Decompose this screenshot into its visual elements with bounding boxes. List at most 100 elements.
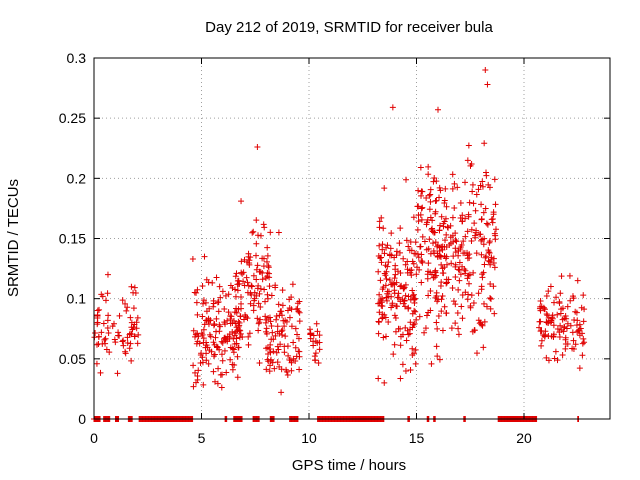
data-point [559,305,566,312]
data-point [432,269,439,276]
data-point [377,297,384,304]
x-tick-label: 10 [301,430,317,446]
data-point [480,209,487,216]
data-point [427,307,434,314]
data-point [462,233,469,240]
data-point [250,228,257,235]
data-point [441,218,448,225]
data-point [547,283,554,290]
data-point [432,294,439,301]
data-point [492,201,499,208]
data-point [580,318,587,325]
data-point [200,326,207,333]
data-point [277,308,284,315]
data-point [479,236,486,243]
data-point [452,274,459,281]
data-point [296,366,303,373]
data-point [432,197,439,204]
data-point [218,351,225,358]
data-point [446,241,453,248]
data-point [456,277,463,284]
data-point [413,316,420,323]
data-point [411,296,418,303]
data-point [458,241,465,248]
data-point [377,277,384,284]
data-point [410,214,417,221]
data-point [413,271,420,278]
data-point [200,335,207,342]
data-point [259,269,266,276]
data-point [450,238,457,245]
data-point [255,300,262,307]
data-point [491,310,498,317]
data-point [263,258,270,265]
data-point [190,383,197,390]
data-point [468,237,475,244]
data-point [454,184,461,191]
data-point [562,345,569,352]
data-point [379,241,386,248]
data-point [392,315,399,322]
data-point [422,325,429,332]
data-point [316,346,323,353]
data-point [287,357,294,364]
data-point [462,179,469,186]
data-point [464,157,471,164]
data-point [244,279,251,286]
data-point [197,351,204,358]
x-axis-label: GPS time / hours [292,457,406,474]
data-point [234,353,241,360]
data-point [476,231,483,238]
data-point [249,229,256,236]
data-point [133,325,140,332]
data-point [492,236,499,243]
data-point [266,368,273,375]
data-point [417,164,424,171]
data-point [233,328,240,335]
data-point [222,336,229,343]
data-point [387,245,394,252]
data-point [402,261,409,268]
data-point [124,339,131,346]
data-point [267,357,274,364]
data-point [411,295,418,302]
data-point [223,369,230,376]
data-point [433,289,440,296]
data-point [227,356,234,363]
data-point [453,238,460,245]
data-point [246,330,253,337]
data-point [443,203,450,210]
data-point [577,325,584,332]
y-axis-label: SRMTID / TECUs [5,179,22,297]
data-point [272,332,279,339]
data-point [314,328,321,335]
data-point [431,250,438,257]
data-point [199,282,206,289]
data-point [455,252,462,259]
data-point [237,313,244,320]
data-point [449,285,456,292]
data-point [234,327,241,334]
data-point [208,348,215,355]
data-point [114,370,121,377]
data-point [430,178,437,185]
data-point [459,291,466,298]
data-point [210,339,217,346]
data-point [556,333,563,340]
data-point [477,182,484,189]
data-point [557,322,564,329]
data-point [239,333,246,340]
data-point [434,243,441,250]
data-point [100,320,107,327]
data-point [486,258,493,265]
data-point [478,251,485,258]
data-point [397,225,404,232]
data-point [275,346,282,353]
data-point [417,243,424,250]
data-point [455,325,462,332]
data-point [480,344,487,351]
data-point [394,294,401,301]
data-point [380,334,387,341]
y-tick-label: 0 [78,411,86,427]
